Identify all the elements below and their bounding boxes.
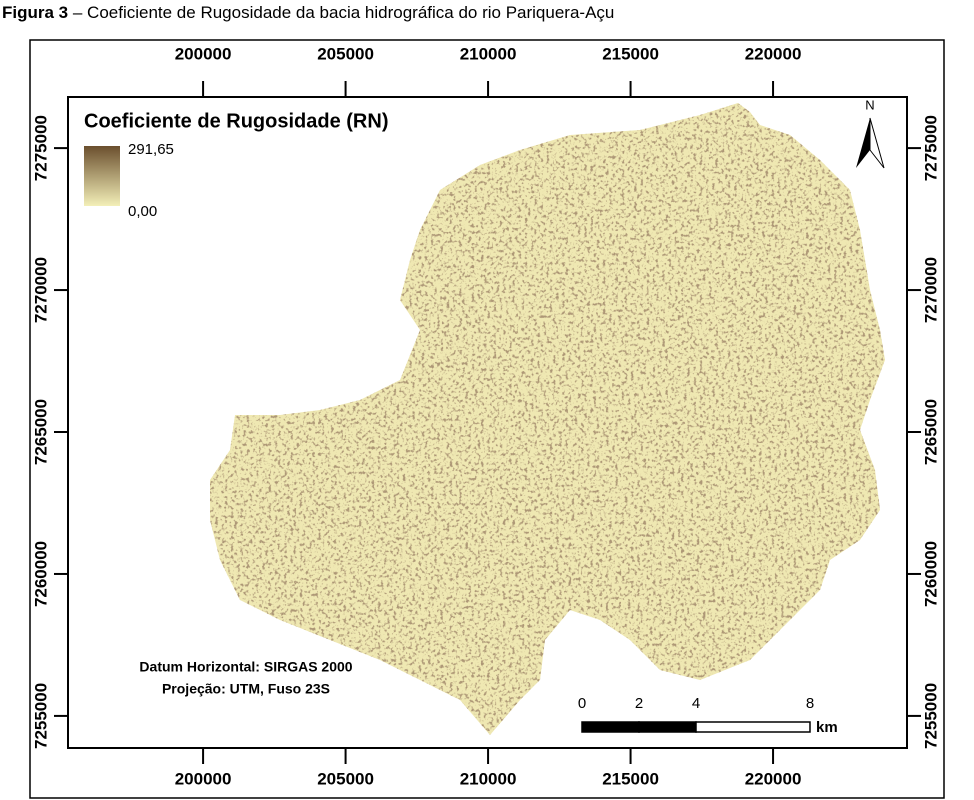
y-tick-label-left: 7275000	[31, 115, 50, 181]
caption-label: Figura 3	[2, 3, 68, 22]
scale-label: 2	[635, 695, 643, 712]
y-tick-label-right: 7260000	[921, 541, 940, 607]
projection-line: Projeção: UTM, Fuso 23S	[162, 681, 330, 697]
y-tick-label-right: 7275000	[921, 115, 940, 181]
x-tick-label-top: 205000	[317, 44, 374, 63]
y-tick-label-right: 7270000	[921, 257, 940, 323]
caption: Figura 3 – Coeficiente de Rugosidade da …	[2, 3, 614, 22]
legend-max: 291,65	[128, 141, 174, 158]
legend-min: 0,00	[128, 203, 157, 220]
x-tick-label-bottom: 200000	[175, 769, 232, 788]
scale-unit: km	[816, 719, 838, 736]
x-tick-label-top: 215000	[602, 44, 659, 63]
scale-label: 4	[692, 695, 700, 712]
x-tick-label-top: 210000	[460, 44, 517, 63]
scale-segment	[696, 722, 810, 732]
datum-line: Datum Horizontal: SIRGAS 2000	[139, 659, 352, 675]
x-tick-label-top: 200000	[175, 44, 232, 63]
x-tick-label-bottom: 210000	[460, 769, 517, 788]
x-tick-label-bottom: 220000	[745, 769, 802, 788]
x-tick-label-top: 220000	[745, 44, 802, 63]
scale-label: 8	[806, 695, 814, 712]
x-tick-label-bottom: 215000	[602, 769, 659, 788]
legend-title: Coeficiente de Rugosidade (RN)	[84, 110, 388, 132]
y-tick-label-right: 7255000	[921, 683, 940, 749]
legend-ramp	[84, 146, 120, 206]
caption-text: – Coeficiente de Rugosidade da bacia hid…	[73, 3, 615, 22]
y-tick-label-left: 7270000	[31, 257, 50, 323]
y-tick-label-left: 7265000	[31, 399, 50, 465]
scale-label: 0	[578, 695, 586, 712]
y-tick-label-left: 7255000	[31, 683, 50, 749]
scale-segment	[639, 722, 696, 732]
y-tick-label-right: 7265000	[921, 399, 940, 465]
x-tick-label-bottom: 205000	[317, 769, 374, 788]
y-tick-label-left: 7260000	[31, 541, 50, 607]
map-figure: Figura 3 – Coeficiente de Rugosidade da …	[0, 0, 974, 800]
north-label: N	[865, 97, 874, 112]
scale-segment	[582, 722, 639, 732]
